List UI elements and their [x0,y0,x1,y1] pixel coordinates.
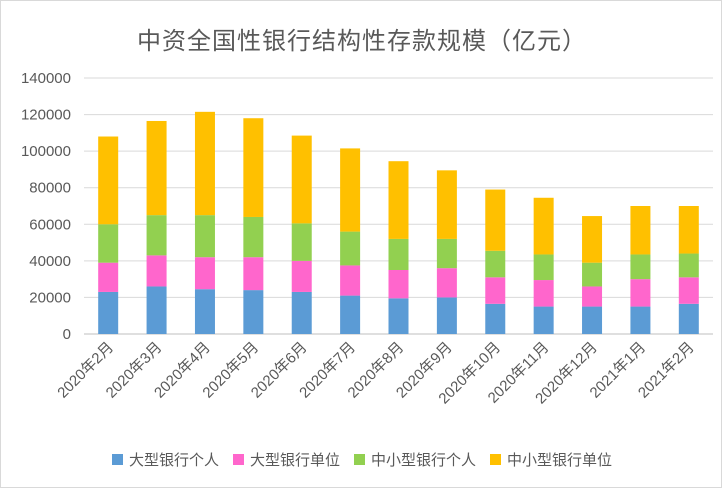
bar-segment [340,265,361,296]
legend-swatch [232,454,244,465]
legend-label: 大型银行单位 [249,451,340,469]
bar-segment [678,277,699,304]
bar-segment [98,262,119,292]
y-tick-label: 80000 [29,180,71,197]
legend-swatch [111,454,123,465]
bar-segment [436,238,457,269]
bar-segment [243,290,264,334]
legend-label: 中小型银行单位 [507,451,613,469]
chart-title: 中资全国性银行结构性存款规模（亿元） [137,27,587,55]
bar-segment [291,260,312,292]
bar-segment [98,291,119,334]
legend-item: 中小型银行单位 [490,449,612,470]
y-tick-label: 120000 [21,107,71,124]
bar-segment [533,280,554,307]
bar-segment [582,286,603,307]
y-tick-label: 60000 [29,216,71,233]
bar-segment [630,206,651,255]
bar-segment [582,306,603,334]
bar-segment [388,298,409,334]
legend-swatch [490,454,502,465]
bar-segment [485,250,506,278]
legend-label: 中小型银行个人 [371,451,477,469]
bar-segment [533,306,554,334]
bar-segment [340,148,361,232]
bar-segment [243,216,264,258]
bar-segment [582,216,603,263]
bar-segment [194,289,215,334]
legend-item: 中小型银行个人 [354,449,476,470]
bar-segment [98,136,119,225]
legend: 大型银行个人 大型银行单位 中小型银行个人 中小型银行单位 [1,449,722,470]
legend-item: 大型银行个人 [111,449,219,470]
bar-segment [436,268,457,298]
bar-segment [630,254,651,280]
bar-segment [194,257,215,290]
bar-segment [533,197,554,255]
bar-segment [98,224,119,263]
y-tick-label: 0 [63,326,71,343]
bar-segment [194,111,215,216]
bar-segment [678,253,699,278]
bar-segment [146,120,167,216]
legend-label: 大型银行个人 [128,451,219,469]
bar-segment [485,303,506,334]
bar-segment [194,215,215,258]
bar-segment [388,238,409,270]
bar-segment [582,262,603,287]
bar-segment [340,231,361,266]
y-tick-label: 140000 [21,70,71,87]
bar-segment [436,170,457,239]
bar-segment [533,254,554,281]
bar-segment [291,135,312,224]
y-tick-label: 20000 [29,289,71,306]
bar-segment [340,295,361,334]
bar-segment [243,257,264,291]
bar-segment [291,291,312,334]
bar-segment [630,279,651,307]
bar-segment [146,255,167,287]
bar-segment [291,223,312,261]
bar-segment [678,206,699,254]
y-tick-label: 40000 [29,253,71,270]
legend-item: 大型银行单位 [232,449,340,470]
bar-segment [388,161,409,239]
bar-segment [243,118,264,217]
legend-swatch [354,454,365,465]
bar-segment [146,215,167,256]
bar-segment [630,306,651,334]
bar-segment [146,286,167,334]
bar-segment [485,189,506,251]
bar-segment [485,277,506,304]
bar-segment [436,297,457,334]
y-tick-label: 100000 [21,143,71,160]
bar-segment [678,303,699,334]
bar-segment [388,270,409,299]
